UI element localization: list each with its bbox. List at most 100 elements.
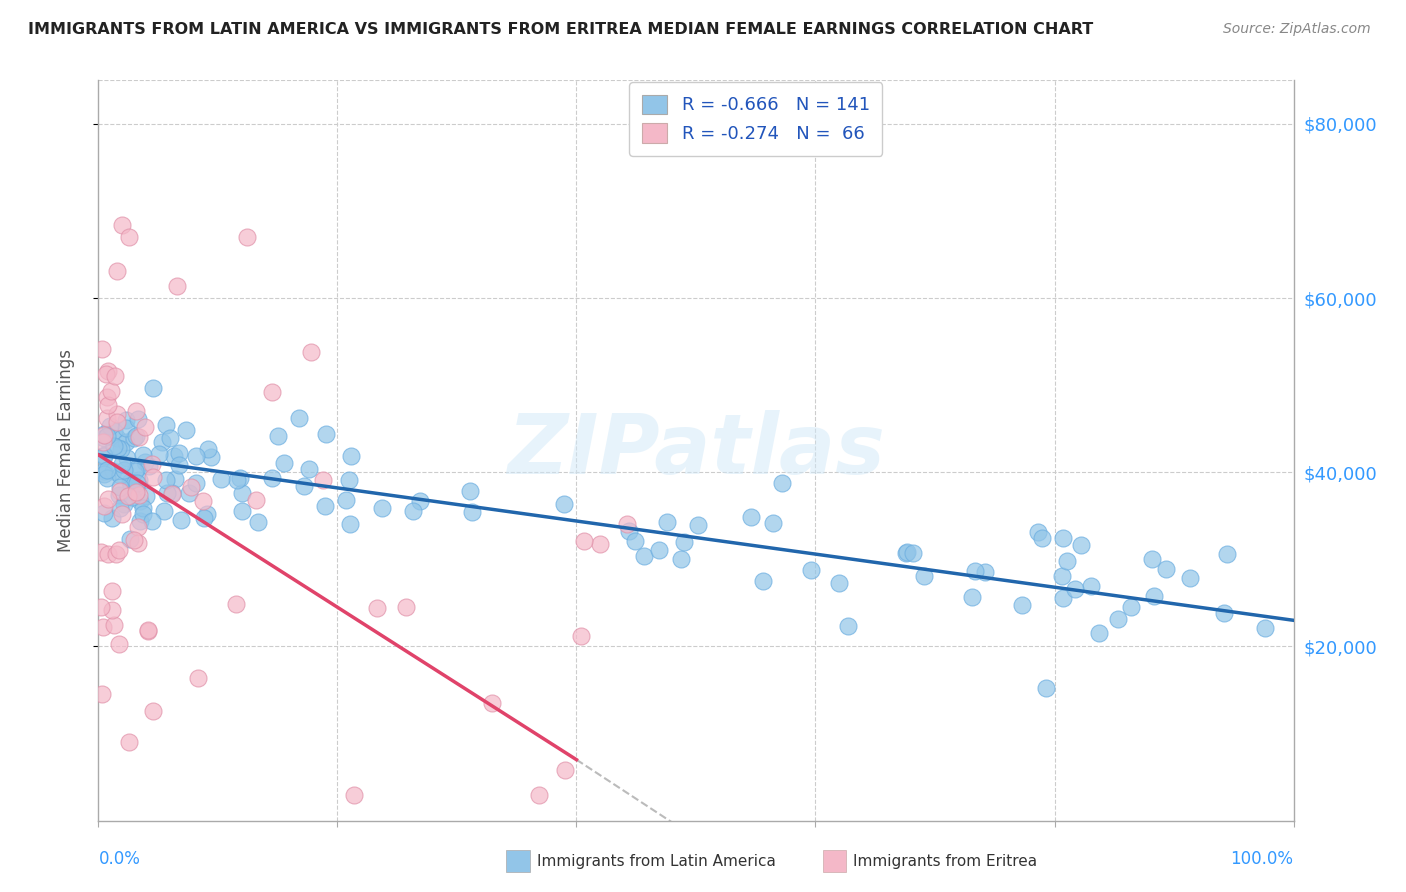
Point [96, 390, 118, 404]
Point [107, 442, 129, 456]
Point [124, 404, 146, 418]
Point [93, 450, 115, 464]
Text: IMMIGRANTS FROM LATIN AMERICA VS IMMIGRANTS FROM ERITREA MEDIAN FEMALE EARNINGS : IMMIGRANTS FROM LATIN AMERICA VS IMMIGRA… [28, 22, 1094, 37]
Point [554, 763, 576, 777]
Point [97, 398, 120, 412]
Point [461, 505, 484, 519]
Point [1035, 681, 1057, 696]
Point [134, 455, 156, 469]
Point [125, 480, 148, 494]
Point [299, 345, 322, 359]
Point [100, 384, 122, 398]
Point [287, 410, 309, 425]
Point [115, 434, 138, 449]
Point [118, 735, 141, 749]
Point [91, 435, 114, 450]
Point [142, 381, 165, 395]
Point [1011, 599, 1033, 613]
Point [110, 500, 132, 515]
Text: 100.0%: 100.0% [1230, 850, 1294, 868]
Point [105, 264, 128, 278]
Point [266, 429, 288, 443]
Point [142, 704, 165, 718]
Point [110, 467, 132, 482]
Point [616, 516, 638, 531]
Point [894, 546, 917, 560]
Point [129, 494, 152, 508]
Point [114, 413, 136, 427]
Point [174, 423, 197, 437]
Point [800, 562, 823, 576]
Point [1142, 589, 1164, 603]
Text: ZIPatlas: ZIPatlas [508, 410, 884, 491]
Point [1052, 591, 1074, 606]
Point [962, 591, 984, 605]
Point [187, 671, 209, 685]
Point [247, 515, 270, 529]
Text: Immigrants from Eritrea: Immigrants from Eritrea [853, 855, 1038, 869]
Point [335, 492, 357, 507]
Point [337, 473, 360, 487]
Point [1180, 571, 1202, 585]
Point [195, 507, 218, 521]
Point [343, 788, 366, 802]
Point [136, 624, 159, 638]
Point [96, 368, 118, 382]
Point [96, 471, 118, 485]
Point [312, 474, 335, 488]
Point [229, 471, 252, 485]
Point [105, 431, 128, 445]
Point [127, 412, 149, 426]
Point [1216, 547, 1239, 561]
Point [572, 533, 595, 548]
Point [107, 415, 129, 429]
Point [152, 435, 174, 450]
Point [125, 485, 148, 500]
Point [131, 507, 153, 521]
Point [96, 410, 118, 425]
Point [101, 584, 124, 599]
Point [90, 687, 112, 701]
Point [120, 475, 142, 490]
Point [458, 484, 481, 499]
Point [148, 447, 170, 461]
Point [163, 449, 186, 463]
Point [260, 471, 283, 485]
Point [371, 501, 394, 516]
Point [1052, 531, 1074, 545]
Point [120, 532, 142, 546]
Point [124, 429, 146, 443]
Point [752, 574, 775, 588]
Point [191, 494, 214, 508]
Point [292, 479, 315, 493]
Point [366, 601, 388, 615]
Point [96, 463, 118, 477]
Point [135, 489, 157, 503]
Point [160, 486, 183, 500]
Point [633, 549, 655, 563]
Point [93, 620, 115, 634]
Point [101, 511, 124, 525]
Point [115, 420, 138, 434]
Point [117, 489, 139, 503]
Point [225, 597, 247, 611]
Point [93, 427, 115, 442]
Point [165, 471, 187, 485]
Point [124, 480, 146, 494]
Point [1070, 538, 1092, 552]
Point [120, 478, 142, 492]
Point [1080, 579, 1102, 593]
Point [1213, 606, 1236, 620]
Point [107, 487, 129, 501]
Point [1026, 525, 1049, 540]
Point [103, 618, 125, 632]
Point [107, 407, 129, 421]
Point [314, 499, 336, 513]
Point [170, 513, 193, 527]
Point [655, 516, 678, 530]
Point [193, 511, 215, 525]
Point [672, 535, 695, 549]
Point [108, 637, 131, 651]
Point [395, 600, 418, 615]
Point [124, 464, 146, 478]
